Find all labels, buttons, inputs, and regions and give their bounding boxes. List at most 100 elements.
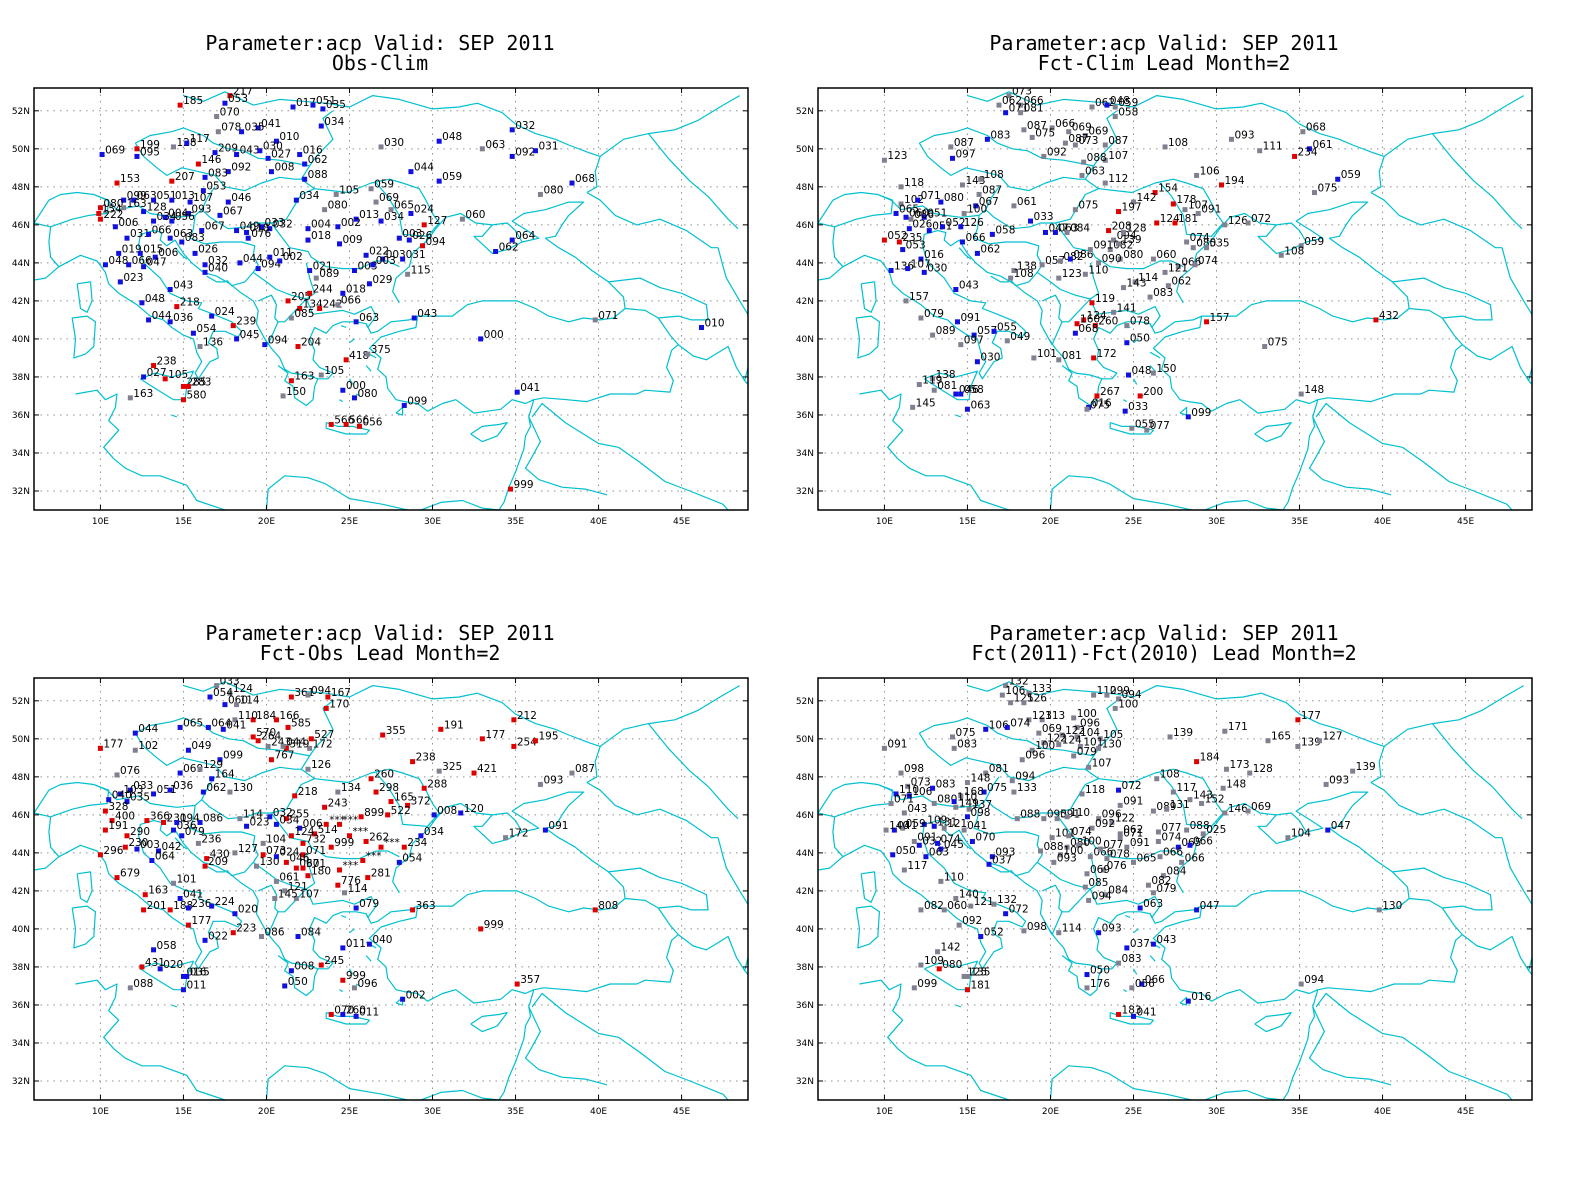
station-value: 078 bbox=[1130, 316, 1150, 328]
lat-tick-label: 40N bbox=[12, 925, 30, 935]
coastline bbox=[760, 933, 775, 937]
station-value: 088 bbox=[1020, 809, 1040, 821]
station-marker bbox=[1104, 102, 1110, 108]
station-value: 122 bbox=[1047, 733, 1067, 745]
station-marker bbox=[961, 973, 967, 979]
station: 066 bbox=[1018, 95, 1044, 108]
station-marker bbox=[1190, 245, 1196, 251]
station: 110 bbox=[893, 784, 919, 797]
coastline bbox=[1124, 915, 1131, 919]
station: 264 bbox=[255, 731, 282, 744]
station-value: 032 bbox=[273, 219, 293, 231]
lon-tick-label: 20E bbox=[1042, 517, 1059, 527]
station: 024 bbox=[209, 306, 235, 319]
station-value: 123 bbox=[887, 150, 907, 162]
station-value: 010 bbox=[279, 131, 299, 143]
station-marker bbox=[322, 804, 328, 810]
station-value: 063 bbox=[1085, 165, 1105, 177]
station-marker bbox=[177, 724, 183, 730]
station-value: 074 bbox=[941, 833, 961, 845]
station-marker bbox=[908, 216, 914, 222]
station-value: 222 bbox=[103, 209, 123, 221]
station-marker bbox=[272, 896, 278, 902]
station-marker bbox=[212, 150, 218, 156]
coastline bbox=[71, 315, 96, 359]
lat-tick-label: 32N bbox=[12, 1077, 30, 1087]
station-value: 032 bbox=[208, 255, 228, 267]
station-value: 093 bbox=[191, 203, 211, 215]
station-marker bbox=[308, 736, 314, 742]
station-value: 234 bbox=[407, 837, 427, 849]
station-value: 130 bbox=[1382, 900, 1402, 912]
station-marker bbox=[293, 865, 299, 871]
station: 053 bbox=[200, 181, 226, 194]
station-marker bbox=[1051, 859, 1057, 865]
station-marker bbox=[97, 745, 103, 751]
station: 034 bbox=[378, 211, 404, 224]
station: 086 bbox=[258, 927, 285, 940]
station-marker bbox=[322, 207, 328, 213]
station: 148 bbox=[964, 773, 990, 786]
station-value: 522 bbox=[391, 805, 411, 817]
station: 184 bbox=[1194, 752, 1220, 765]
station-value: 152 bbox=[1205, 793, 1225, 805]
station-value: 108 bbox=[1284, 245, 1304, 257]
station-value: 002 bbox=[283, 251, 303, 263]
panel-title-line1: Parameter:acp Valid: SEP 2011 bbox=[989, 31, 1339, 55]
station-value: 173 bbox=[1229, 759, 1249, 771]
station-value: 062 bbox=[308, 154, 328, 166]
station-marker bbox=[184, 140, 190, 146]
station-marker bbox=[1137, 905, 1143, 911]
coastline bbox=[1317, 307, 1463, 403]
station-marker bbox=[1145, 882, 1151, 888]
station-marker bbox=[1144, 427, 1150, 433]
station: 018 bbox=[305, 230, 331, 243]
station-marker bbox=[1009, 778, 1015, 784]
station: 032 bbox=[267, 807, 293, 820]
station: 100 bbox=[1029, 740, 1055, 753]
station: 055 bbox=[1129, 418, 1155, 431]
station-marker bbox=[1086, 897, 1092, 903]
station-value: 124 bbox=[233, 683, 253, 695]
station-marker bbox=[388, 207, 394, 213]
station: 088 bbox=[127, 978, 153, 991]
station-marker bbox=[124, 235, 130, 241]
station-value: 051 bbox=[157, 784, 177, 796]
station-value: 267 bbox=[1100, 386, 1120, 398]
station-marker bbox=[1084, 871, 1090, 877]
station: 357 bbox=[514, 974, 540, 987]
station: 091 bbox=[954, 312, 981, 325]
lon-tick-label: 20E bbox=[1042, 1107, 1059, 1117]
station: 166 bbox=[273, 710, 300, 723]
station: 209 bbox=[212, 143, 238, 156]
station: 163 bbox=[121, 198, 147, 211]
station: 177 bbox=[1295, 710, 1321, 723]
station-marker bbox=[185, 905, 191, 911]
station: 148 bbox=[1220, 778, 1246, 791]
station: 074 bbox=[1066, 826, 1092, 839]
lon-tick-label: 40E bbox=[590, 1107, 607, 1117]
station-value: 124 bbox=[294, 826, 314, 838]
station-marker bbox=[1056, 930, 1062, 936]
station-value: 096 bbox=[1080, 717, 1100, 729]
station-marker bbox=[915, 197, 921, 203]
station: 200 bbox=[1137, 386, 1163, 399]
station: 062 bbox=[974, 243, 1000, 256]
station-marker bbox=[1004, 724, 1010, 730]
station-value: 026 bbox=[912, 219, 932, 231]
station-value: 053 bbox=[206, 181, 226, 193]
station-value: 172 bbox=[1097, 348, 1117, 360]
coastline bbox=[919, 700, 1118, 757]
lon-tick-label: 30E bbox=[1208, 1107, 1225, 1117]
station-value: 098 bbox=[1027, 921, 1047, 933]
station-marker bbox=[1185, 998, 1191, 1004]
coastline bbox=[75, 389, 499, 510]
station-marker bbox=[910, 404, 916, 410]
station-value: 011 bbox=[186, 980, 206, 992]
station-marker bbox=[323, 705, 329, 711]
station-marker bbox=[114, 772, 120, 778]
coastline bbox=[1383, 95, 1524, 157]
station-value: 120 bbox=[464, 803, 484, 815]
lon-tick-label: 30E bbox=[1208, 517, 1225, 527]
coastline bbox=[339, 989, 344, 993]
